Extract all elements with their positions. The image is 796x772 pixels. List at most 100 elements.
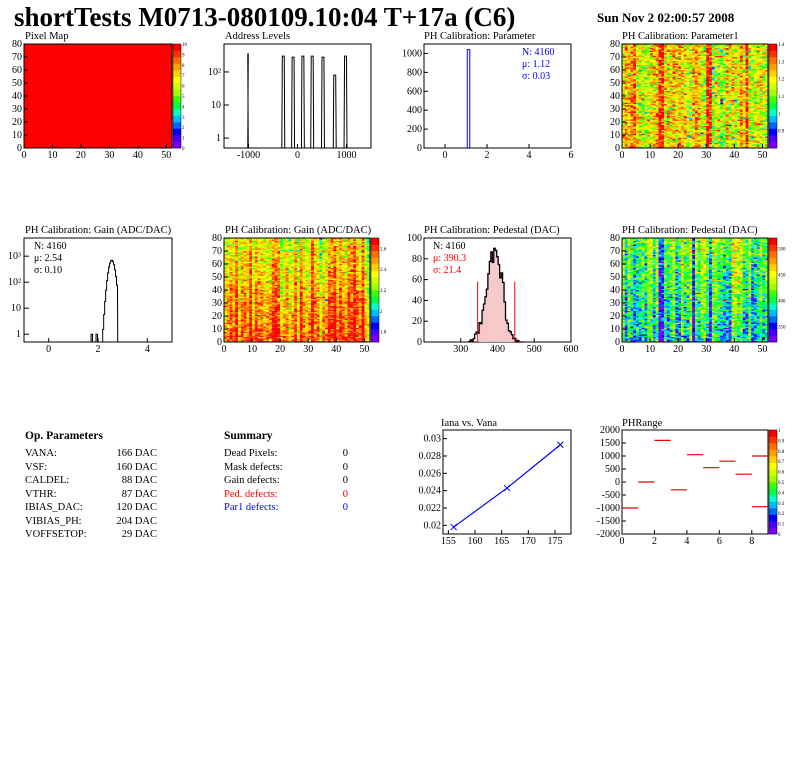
heatmap-cell (232, 299, 236, 301)
heatmap-cell (678, 70, 682, 72)
heatmap-cell (709, 68, 713, 71)
heatmap-cell (624, 89, 628, 91)
heatmap-cell (697, 76, 701, 78)
heatmap-cell (756, 68, 760, 71)
heatmap-cell (675, 136, 679, 138)
heatmap-cell (627, 115, 631, 117)
heatmap-cell (753, 144, 757, 146)
heatmap-cell (703, 66, 707, 68)
heatmap-cell (224, 283, 228, 285)
heatmap-cell (695, 53, 699, 55)
heatmap-cell (644, 81, 648, 84)
heatmap-cell (711, 107, 715, 110)
heatmap-cell (232, 284, 236, 287)
heatmap-cell (697, 70, 701, 72)
heatmap-cell (655, 106, 659, 108)
heatmap-cell (723, 67, 727, 69)
heatmap-cell (728, 102, 732, 104)
heatmap-cell (229, 310, 233, 313)
heatmap-cell (675, 84, 679, 86)
heatmap-cell (226, 316, 230, 318)
heatmap-cell (756, 140, 760, 142)
heatmap-cell (692, 120, 696, 123)
heatmap-cell (751, 59, 755, 62)
heatmap-cell (661, 142, 665, 145)
heatmap-cell (246, 290, 250, 292)
heatmap-cell (762, 145, 766, 147)
heatmap-cell (672, 138, 676, 141)
heatmap-cell (238, 252, 242, 254)
heatmap-cell (636, 114, 640, 116)
heatmap-cell (697, 80, 701, 82)
stat-mean: μ: 390.3 (433, 253, 466, 264)
stat-sigma: σ: 0.10 (34, 265, 62, 276)
heatmap-cell (686, 131, 690, 133)
heatmap-cell (633, 112, 637, 115)
heatmap-cell (650, 57, 654, 59)
heatmap-cell (229, 283, 233, 285)
heatmap-cell (630, 60, 634, 63)
heatmap-cell (641, 50, 645, 52)
heatmap-cell (697, 51, 701, 54)
heatmap-cell (759, 90, 763, 93)
heatmap-cell (624, 136, 628, 138)
heatmap-cell (700, 70, 704, 72)
heatmap-cell (636, 49, 640, 51)
heatmap-cell (224, 306, 228, 309)
heatmap-cell (723, 120, 727, 123)
heatmap-cell (226, 322, 230, 324)
heatmap-cell (641, 132, 645, 134)
heatmap-cell (748, 99, 752, 102)
heatmap-cell (745, 112, 749, 115)
heatmap-cell (652, 144, 656, 146)
heatmap-cell (745, 58, 749, 60)
heatmap-cell (232, 334, 236, 336)
heatmap-cell (753, 45, 757, 47)
heatmap-cell (686, 54, 690, 56)
heatmap-cell (226, 245, 230, 248)
heatmap-cell (669, 120, 673, 123)
heatmap-cell (734, 80, 738, 82)
heatmap-cell (723, 47, 727, 50)
heatmap-cell (664, 124, 668, 127)
heatmap-cell (226, 296, 230, 298)
heatmap-cell (641, 64, 645, 67)
heatmap-cell (737, 51, 741, 54)
heatmap-cell (717, 67, 721, 69)
heatmap-cell (672, 106, 676, 108)
heatmap-cell (692, 85, 696, 88)
heatmap-cell (229, 260, 233, 262)
colorbar-cell (769, 135, 777, 142)
heatmap-cell (714, 51, 718, 54)
heatmap-cell (689, 99, 693, 102)
heatmap-cell (633, 123, 637, 125)
heatmap-cell (622, 75, 626, 77)
heatmap-cell (630, 110, 634, 112)
heatmap-cell (725, 138, 729, 141)
heatmap-cell (224, 329, 228, 331)
heatmap-cell (686, 68, 690, 71)
heatmap-cell (683, 89, 687, 91)
heatmap-cell (647, 58, 651, 60)
x-tick-label: 10 (645, 150, 655, 161)
heatmap-cell (224, 319, 228, 322)
heatmap-cell (232, 247, 236, 249)
heatmap-cell (636, 59, 640, 62)
heatmap-cell (737, 133, 741, 136)
heatmap-cell (762, 45, 766, 47)
heatmap-cell (664, 125, 668, 128)
heatmap-cell (240, 247, 244, 249)
heatmap-cell (243, 266, 247, 269)
heatmap-cell (720, 80, 724, 82)
heatmap-cell (731, 141, 735, 143)
heatmap-cell (717, 97, 721, 99)
heatmap-cell (240, 244, 244, 246)
heatmap-cell (723, 125, 727, 128)
heatmap-cell (666, 64, 670, 67)
heatmap-cell (720, 68, 724, 71)
heatmap-cell (728, 86, 732, 89)
heatmap-cell (633, 49, 637, 51)
heatmap-cell (686, 63, 690, 65)
heatmap-cell (638, 51, 642, 54)
heatmap-cell (638, 47, 642, 50)
